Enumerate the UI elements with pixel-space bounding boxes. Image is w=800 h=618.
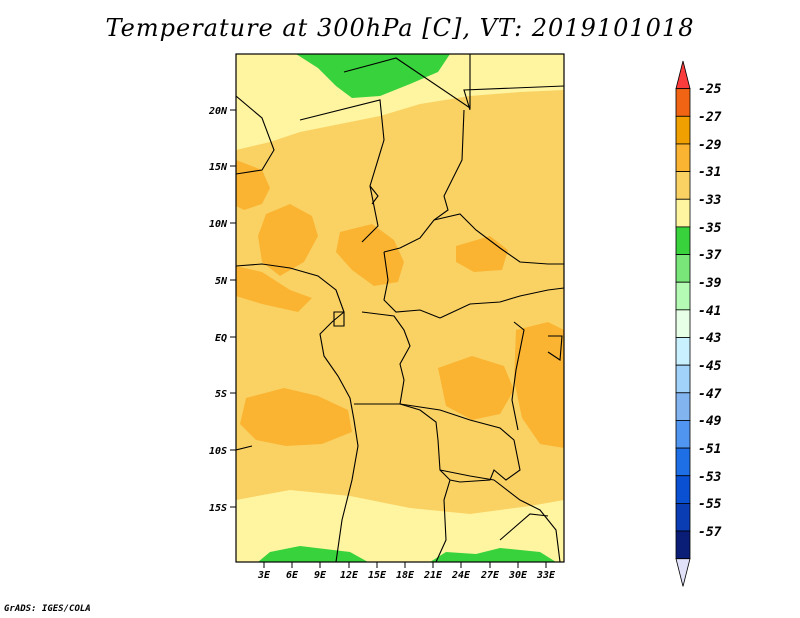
- colorbar-label: -53: [698, 470, 722, 485]
- colorbar-arrow-top: [675, 60, 691, 90]
- colorbar-box: [675, 337, 691, 366]
- footer-credit: GrADS: IGES/COLA: [4, 604, 91, 614]
- field-warm-gulf: [236, 266, 312, 312]
- colorbar-box: [675, 115, 691, 145]
- colorbar-box: [675, 420, 691, 449]
- colorbar-box: [675, 447, 691, 477]
- map-title: Temperature at 300hPa [C], VT: 201910101…: [105, 14, 695, 42]
- field-warm-southwest: [240, 388, 352, 446]
- colorbar-box: [675, 364, 691, 394]
- lon-label: 33E: [536, 570, 556, 581]
- colorbar-box: [675, 309, 691, 338]
- colorbar-label: -37: [698, 248, 722, 263]
- colorbar-boxes: [675, 60, 691, 587]
- colorbar-box: [675, 530, 691, 560]
- colorbar-label: -49: [698, 414, 722, 429]
- lon-label: 12E: [340, 570, 359, 581]
- field-warm-nigeria: [258, 204, 318, 276]
- map-field: [236, 54, 564, 562]
- field-north-green: [296, 54, 450, 98]
- colorbar-label: -31: [698, 165, 721, 180]
- field-warm-drc: [438, 356, 514, 420]
- lat-label: 10N: [209, 219, 228, 230]
- lon-label: 30E: [508, 570, 528, 581]
- country-borders: [236, 54, 564, 562]
- lon-label: 3E: [257, 570, 271, 581]
- latitude-axis: 20N 15N 10N 5N EQ 5S 10S 15S: [208, 106, 236, 514]
- lon-label: 15E: [368, 570, 387, 581]
- colorbar-box: [675, 475, 691, 504]
- lon-label: 21E: [423, 570, 443, 581]
- colorbar-box: [675, 254, 691, 283]
- lon-label: 24E: [451, 570, 471, 581]
- colorbar-label: -35: [698, 221, 722, 236]
- field-south-green-west: [258, 546, 368, 562]
- colorbar-label: -39: [698, 276, 722, 291]
- lat-label: 5S: [215, 389, 227, 400]
- field-south-green-east: [430, 548, 556, 562]
- field-warm-car: [456, 236, 508, 272]
- field-south-cool: [236, 490, 564, 562]
- field-warm-lakes: [514, 322, 564, 448]
- lat-label: 20N: [208, 106, 228, 117]
- colorbar-label: -57: [698, 525, 722, 540]
- colorbar-label: -41: [698, 304, 721, 319]
- lon-label: 9E: [314, 570, 327, 581]
- lon-label: 6E: [286, 570, 299, 581]
- colorbar-label: -29: [698, 138, 722, 153]
- colorbar-label: -45: [698, 359, 722, 374]
- colorbar-box: [675, 171, 691, 200]
- colorbar-label: -51: [698, 442, 721, 457]
- longitude-axis: 3E 6E 9E 12E 15E 18E 21E 24E 27E 30E 33E: [257, 562, 556, 581]
- colorbar-box: [675, 143, 691, 172]
- colorbar-label: -55: [698, 497, 722, 512]
- colorbar-box: [675, 502, 691, 532]
- lat-label: EQ: [215, 333, 227, 344]
- colorbar-label: -27: [698, 110, 722, 125]
- colorbar-label: -43: [698, 331, 722, 346]
- colorbar-arrow-bottom: [675, 558, 691, 587]
- colorbar-box: [675, 281, 691, 311]
- colorbar-box: [675, 392, 691, 421]
- colorbar-label: -25: [698, 82, 722, 97]
- colorbar-box: [675, 88, 691, 117]
- lon-label: 27E: [480, 570, 500, 581]
- lat-label: 15N: [209, 162, 228, 173]
- field-north-cool: [236, 54, 564, 150]
- colorbar-label: -47: [698, 387, 722, 402]
- lat-label: 10S: [209, 446, 227, 457]
- lat-label: 5N: [215, 276, 228, 287]
- colorbar-label: -33: [698, 193, 722, 208]
- lat-label: 15S: [209, 503, 227, 514]
- colorbar-box: [675, 198, 691, 228]
- colorbar-labels: -25 -27 -29 -31 -33 -35 -37 -39 -41 -43 …: [698, 82, 722, 540]
- lon-label: 18E: [396, 570, 415, 581]
- map-frame: [235, 53, 565, 563]
- colorbar-box: [675, 226, 691, 255]
